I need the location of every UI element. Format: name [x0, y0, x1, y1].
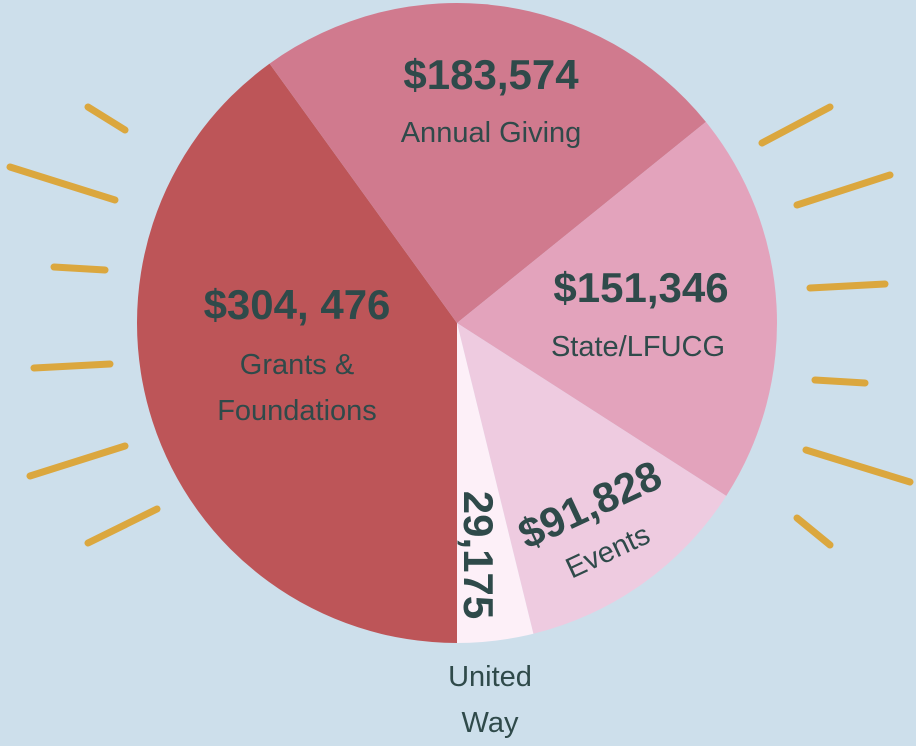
value-label: $304, 476: [203, 281, 391, 328]
category-label: United Way: [448, 661, 532, 739]
value-label: 29,175: [455, 490, 502, 620]
category-label: Annual Giving: [400, 117, 582, 149]
value-label: $151,346: [553, 264, 729, 311]
pie-slice: [457, 121, 778, 496]
pie-slice: [136, 63, 458, 643]
pie-slice: [269, 2, 706, 324]
value-label: $183,574: [403, 51, 579, 98]
sunburst-decoration: [6, 103, 914, 549]
pie-slice: [457, 323, 727, 634]
category-label: State/LFUCG: [550, 331, 726, 363]
pie-slice: [457, 323, 534, 643]
category-label: Grants & Foundations: [217, 349, 377, 427]
